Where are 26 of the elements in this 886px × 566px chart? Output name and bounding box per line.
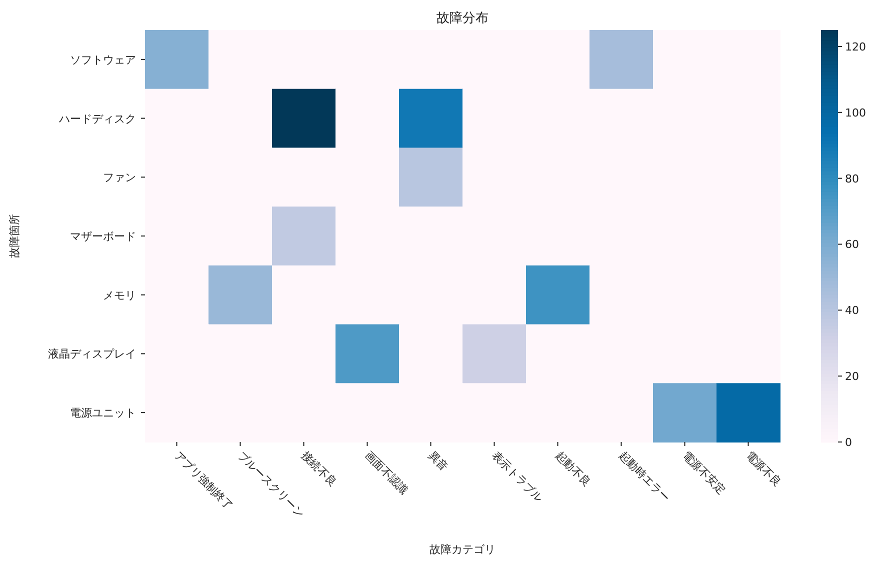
x-tick-label: 異音 (426, 448, 451, 474)
color-bar-label: 20 (845, 370, 859, 384)
y-tick-label: ソフトウェア (70, 53, 136, 66)
y-tick-label: ハードディスク (58, 112, 136, 126)
x-tick-label: 電源不良 (743, 448, 784, 490)
y-tick-label: 液晶ディスプレイ (48, 348, 136, 361)
y-tick-label: マザーボード (70, 230, 136, 243)
x-tick-label: 表示トラブル (489, 448, 546, 505)
x-axis-title: 故障カテゴリ (430, 543, 496, 556)
x-tick-label: 起動時エラー (616, 448, 672, 505)
chart-title: 故障分布 (436, 11, 488, 26)
y-tick-label: 電源ユニット (70, 406, 136, 420)
y-tick-label: メモリ (103, 288, 136, 302)
x-tick-label: 起動不良 (552, 448, 594, 490)
x-tick-label: 電源不安定 (680, 448, 728, 497)
color-bar-label: 80 (845, 172, 859, 186)
y-tick-label: ファン (103, 171, 136, 184)
x-tick-label: アプリ強制終了 (172, 448, 236, 512)
color-bar-label: 120 (845, 40, 866, 54)
color-bar-label: 100 (845, 106, 866, 120)
y-axis-title: 故障箇所 (8, 214, 21, 258)
x-tick-label: 接続不良 (298, 448, 340, 490)
color-bar-label: 60 (845, 238, 859, 252)
color-bar-label: 0 (845, 436, 852, 449)
color-bar-label: 40 (845, 304, 859, 318)
x-tick-label: 画面不認識 (362, 448, 410, 497)
